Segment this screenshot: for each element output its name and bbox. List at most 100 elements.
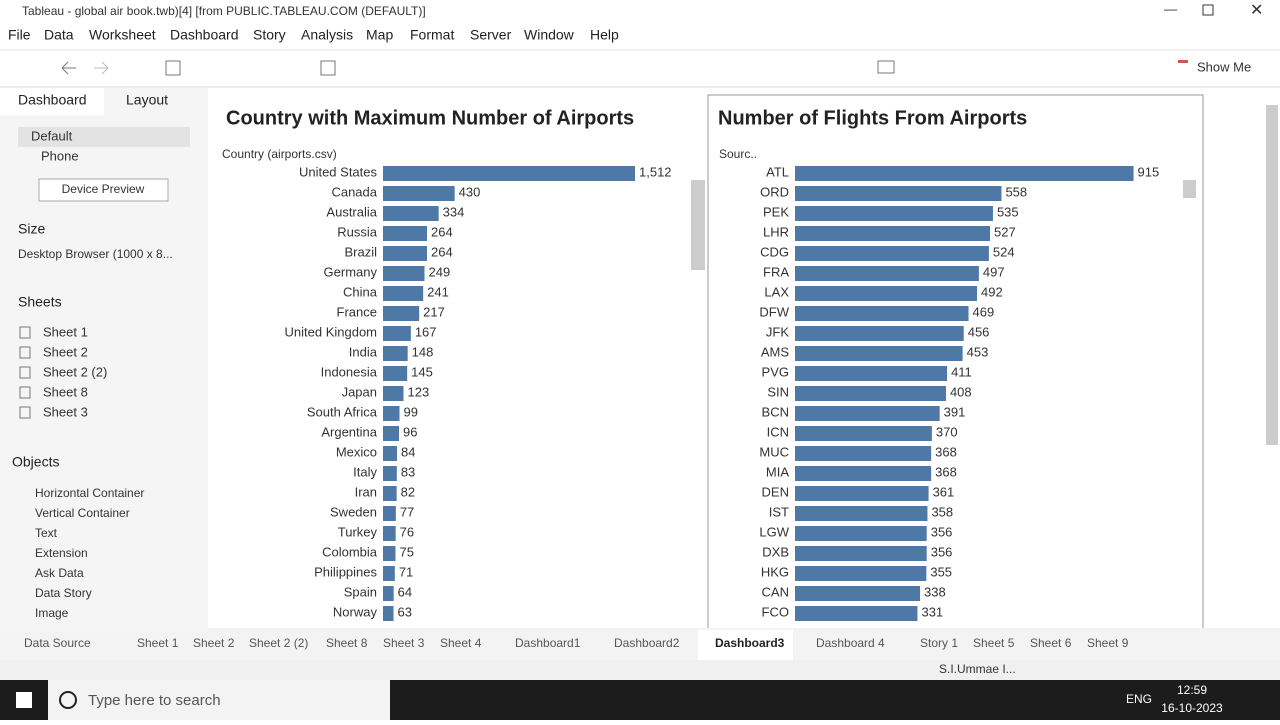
bar[interactable]: [795, 286, 978, 301]
bar[interactable]: [795, 586, 921, 601]
bar[interactable]: [795, 486, 929, 501]
bar[interactable]: [383, 166, 635, 181]
menu-item[interactable]: File: [8, 27, 31, 43]
menu-item[interactable]: Dashboard: [170, 27, 239, 43]
bar[interactable]: [383, 366, 408, 381]
bar[interactable]: [383, 446, 397, 461]
bar[interactable]: [383, 206, 439, 221]
object-item[interactable]: Horizontal Container: [35, 486, 144, 500]
menu-item[interactable]: Analysis: [301, 27, 353, 43]
bar[interactable]: [795, 446, 932, 461]
sheet-tab[interactable]: Dashboard2: [614, 636, 680, 650]
bar[interactable]: [795, 326, 964, 341]
sheet-tab[interactable]: Sheet 9: [1087, 636, 1129, 650]
object-item[interactable]: Text: [35, 526, 58, 540]
sheet-tab[interactable]: Dashboard3: [715, 636, 785, 650]
bar[interactable]: [383, 386, 404, 401]
sheet-tab[interactable]: Sheet 2: [193, 636, 235, 650]
bar[interactable]: [795, 346, 963, 361]
menu-item[interactable]: Worksheet: [89, 27, 156, 43]
sheet-item[interactable]: Sheet 2: [43, 344, 88, 359]
device-option[interactable]: Phone: [41, 148, 79, 163]
bar[interactable]: [795, 306, 969, 321]
bar[interactable]: [383, 466, 397, 481]
search-box[interactable]: [48, 680, 390, 720]
side-tab[interactable]: Layout: [126, 92, 168, 108]
bar[interactable]: [383, 226, 427, 241]
bar[interactable]: [795, 606, 918, 621]
search-placeholder[interactable]: Type here to search: [88, 692, 221, 709]
side-tab[interactable]: Dashboard: [18, 92, 87, 108]
sheet-tab[interactable]: Story 1: [920, 636, 958, 650]
object-item[interactable]: Vertical Container: [35, 506, 130, 520]
sheet-tab[interactable]: Sheet 5: [973, 636, 1015, 650]
device-option[interactable]: Default: [31, 128, 73, 143]
bar[interactable]: [383, 586, 394, 601]
sheet-tab[interactable]: Sheet 8: [326, 636, 368, 650]
sheet-tab[interactable]: Sheet 6: [1030, 636, 1072, 650]
bar[interactable]: [383, 486, 397, 501]
menu-item[interactable]: Server: [470, 27, 512, 43]
sheet-tab[interactable]: Dashboard1: [515, 636, 581, 650]
bar[interactable]: [795, 366, 948, 381]
object-item[interactable]: Extension: [35, 546, 88, 560]
maximize[interactable]: [1202, 4, 1214, 16]
bar[interactable]: [383, 606, 394, 621]
sheet-tab[interactable]: Sheet 1: [137, 636, 179, 650]
sheet-tab[interactable]: Sheet 4: [440, 636, 482, 650]
bar[interactable]: [383, 426, 399, 441]
menu-item[interactable]: Window: [524, 27, 575, 43]
bar[interactable]: [383, 326, 411, 341]
bar[interactable]: [795, 226, 990, 241]
bar[interactable]: [795, 246, 989, 261]
user[interactable]: S.I.Ummae I...: [939, 662, 1016, 676]
bar[interactable]: [795, 386, 946, 401]
save[interactable]: [165, 60, 181, 76]
bar[interactable]: [795, 526, 927, 541]
clock-date[interactable]: 16-10-2023: [1161, 701, 1223, 715]
sheet-tab[interactable]: Sheet 2 (2): [249, 636, 308, 650]
sheet-tab[interactable]: Data Source: [24, 636, 91, 650]
object-item[interactable]: Image: [35, 606, 69, 620]
sheet-item[interactable]: Sheet 8: [43, 384, 88, 399]
menu-item[interactable]: Data: [44, 27, 74, 43]
bar[interactable]: [795, 206, 993, 221]
bar[interactable]: [383, 306, 420, 321]
device-preview-button[interactable]: [38, 178, 169, 202]
undo[interactable]: [61, 61, 76, 75]
sheet-item[interactable]: Sheet 1: [43, 324, 88, 339]
bar[interactable]: [795, 186, 1002, 201]
bar[interactable]: [795, 546, 927, 561]
bar[interactable]: [795, 426, 932, 441]
bar[interactable]: [795, 266, 979, 281]
sheet-item[interactable]: Sheet 2 (2): [43, 364, 107, 379]
show-me[interactable]: Show Me: [1197, 59, 1251, 74]
bar[interactable]: [383, 186, 455, 201]
bar[interactable]: [383, 286, 424, 301]
size-value[interactable]: Desktop Browser (1000 x 8...: [18, 247, 173, 261]
menu-item[interactable]: Help: [590, 27, 619, 43]
bar[interactable]: [383, 566, 395, 581]
sheet-item[interactable]: Sheet 3: [43, 404, 88, 419]
bar[interactable]: [383, 506, 396, 521]
bar[interactable]: [795, 566, 927, 581]
bar[interactable]: [795, 506, 928, 521]
bar[interactable]: [383, 546, 396, 561]
minimize[interactable]: —: [1164, 1, 1177, 16]
bar[interactable]: [383, 346, 408, 361]
start-button[interactable]: [16, 692, 32, 708]
clock-time[interactable]: 12:59: [1177, 683, 1207, 697]
menu-item[interactable]: Map: [366, 27, 393, 43]
bar[interactable]: [795, 466, 932, 481]
bar[interactable]: [383, 406, 400, 421]
sheet-tab[interactable]: Dashboard 4: [816, 636, 885, 650]
menu-item[interactable]: Story: [253, 27, 286, 43]
menu-item[interactable]: Format: [410, 27, 454, 43]
object-item[interactable]: Ask Data: [35, 566, 84, 580]
button-label[interactable]: Device Preview: [62, 182, 145, 196]
bar[interactable]: [383, 266, 425, 281]
presentation[interactable]: [877, 60, 895, 74]
bar[interactable]: [795, 166, 1134, 181]
object-item[interactable]: Data Story: [35, 586, 92, 600]
sheet-tab[interactable]: Sheet 3: [383, 636, 425, 650]
